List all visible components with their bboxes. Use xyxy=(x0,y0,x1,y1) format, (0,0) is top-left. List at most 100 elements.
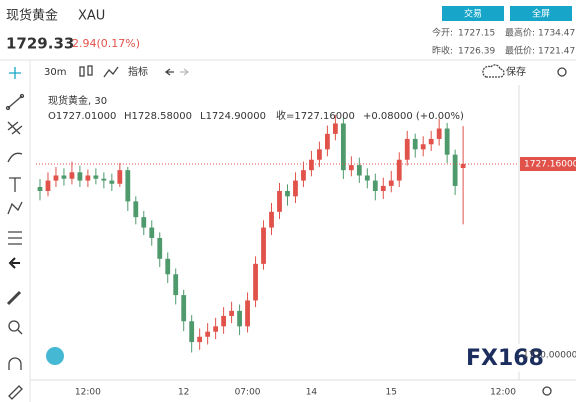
price: 1729.33 xyxy=(6,35,74,53)
stat-value: 1721.47 xyxy=(538,47,575,57)
candle-body xyxy=(141,217,147,228)
candle-body xyxy=(309,159,314,171)
candle-body xyxy=(277,190,282,212)
trade-button[interactable] xyxy=(442,6,504,21)
candle-body xyxy=(269,211,274,228)
candle-body xyxy=(109,180,115,184)
x-tick-label: 14 xyxy=(306,388,318,398)
stat-label: 最低价: xyxy=(505,45,535,57)
candle-body xyxy=(101,178,107,181)
candle-body xyxy=(452,154,458,186)
last-price-label: 1727.16000 xyxy=(524,160,576,170)
candle-body xyxy=(396,159,402,181)
candle-body xyxy=(117,170,123,184)
candle-body xyxy=(253,263,258,301)
legend-low: L1724.90000 xyxy=(200,111,266,122)
drawing-tools[interactable] xyxy=(5,67,25,400)
x-tick-label: 07:00 xyxy=(235,388,261,398)
stat-value: 1734.47 xyxy=(538,29,575,39)
candle-body xyxy=(261,227,266,264)
button-label[interactable]: 交易 xyxy=(464,8,482,20)
candle-body xyxy=(317,149,322,160)
candle-body xyxy=(340,123,346,171)
candle-body xyxy=(45,180,51,191)
stat-label: 最高价: xyxy=(505,27,535,39)
settings[interactable] xyxy=(557,67,567,77)
indicator-icon[interactable] xyxy=(103,66,119,78)
candle-body xyxy=(436,128,442,139)
y-tick-label: 1720.00000 xyxy=(523,351,576,361)
candle-body xyxy=(325,133,330,150)
candle-body xyxy=(332,123,338,134)
candle-body xyxy=(221,315,227,327)
candle-body xyxy=(197,336,203,343)
candle-body xyxy=(444,128,450,155)
candle-body xyxy=(149,227,155,238)
button-label[interactable]: 全屏 xyxy=(532,8,550,20)
x-tick-label: 12:00 xyxy=(490,388,516,398)
symbol: XAU xyxy=(78,9,105,24)
indicators[interactable]: 指标 xyxy=(128,65,148,78)
candle-body xyxy=(213,326,219,332)
legend-change: +0.08000 (+0.00%) xyxy=(363,111,464,122)
x-tick-label: 12:00 xyxy=(75,388,101,398)
candle-body xyxy=(61,175,67,179)
stat-label: 今开: xyxy=(432,27,453,39)
axis-settings[interactable] xyxy=(542,386,552,396)
svg-text:FX168: FX168 xyxy=(466,346,544,371)
candle-body xyxy=(388,180,394,186)
candle-body xyxy=(157,237,163,259)
candle-body xyxy=(412,138,418,150)
candle-body xyxy=(181,295,187,322)
candle-body xyxy=(237,310,242,327)
stat-value: 1727.15 xyxy=(458,29,495,39)
candle-body xyxy=(173,274,179,296)
interval[interactable]: 30m xyxy=(44,67,66,78)
cloud-icon[interactable] xyxy=(482,64,505,78)
candle-body xyxy=(420,144,426,150)
legend-close: 收=1727.16000 xyxy=(276,109,355,122)
stat-value: 1726.39 xyxy=(458,47,495,57)
candle-body xyxy=(285,190,290,197)
candle-body xyxy=(301,170,306,181)
candle-body xyxy=(133,201,139,218)
candle-body xyxy=(348,165,354,171)
undo[interactable] xyxy=(164,68,174,76)
watermark: FX168 xyxy=(462,344,568,372)
candle-body xyxy=(229,310,234,316)
candle-body xyxy=(53,175,59,181)
candle-body xyxy=(364,175,370,181)
candle-body xyxy=(372,180,378,191)
stat-label: 昨收: xyxy=(432,45,453,57)
logo xyxy=(46,347,64,365)
save[interactable]: 保存 xyxy=(506,65,526,78)
candle-body xyxy=(380,185,386,191)
candle-icon[interactable] xyxy=(79,65,93,77)
x-tick-label: 12 xyxy=(178,388,189,398)
candle-body xyxy=(205,331,211,337)
candle-body xyxy=(37,186,43,191)
price-change: 2.94(0.17%) xyxy=(72,37,140,50)
candle-body xyxy=(189,321,195,343)
legend-high: H1728.58000 xyxy=(124,111,192,122)
fullscreen-button[interactable] xyxy=(510,6,572,21)
instrument-name: 现货黄金 xyxy=(6,8,58,24)
candle-body xyxy=(69,172,75,179)
redo[interactable] xyxy=(180,68,190,76)
candle-body xyxy=(245,300,250,327)
legend-title: 现货黄金, 30 xyxy=(48,94,107,107)
legend-open: O1727.01000 xyxy=(48,111,116,122)
candle-body xyxy=(460,164,466,169)
candle-body xyxy=(293,180,298,197)
candle-body xyxy=(356,165,362,176)
candle-body xyxy=(93,175,99,179)
candle-body xyxy=(85,175,91,181)
candle-body xyxy=(404,138,410,160)
candle-body xyxy=(77,172,83,181)
last-price-tag xyxy=(520,157,576,172)
candle-body xyxy=(428,138,434,145)
candle-body xyxy=(125,170,131,202)
x-tick-label: 15 xyxy=(386,388,397,398)
candle-body xyxy=(165,258,171,275)
